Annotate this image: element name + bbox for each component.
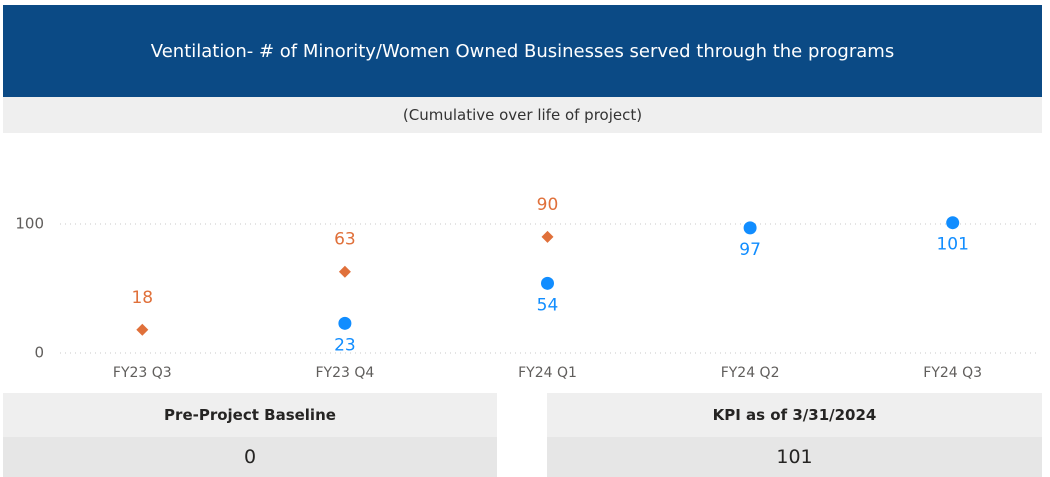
point — [136, 323, 149, 336]
x-tick-label: FY24 Q1 — [518, 365, 577, 381]
data-label: 97 — [739, 240, 761, 260]
card-value: 101 — [547, 437, 1042, 477]
card-label: KPI as of 3/31/2024 — [547, 393, 1042, 437]
card: Pre-Project Baseline 0 — [3, 393, 497, 477]
data-label: 18 — [131, 288, 153, 308]
x-tick-label: FY24 Q3 — [923, 365, 982, 381]
data-label: 54 — [537, 295, 559, 315]
y-tick-label: 0 — [34, 344, 44, 362]
data-label: 101 — [936, 235, 968, 255]
data-label: 90 — [537, 195, 559, 215]
point — [338, 265, 351, 278]
card-label: Pre-Project Baseline — [3, 393, 497, 437]
point — [541, 230, 554, 243]
point — [541, 276, 554, 290]
header: Ventilation- # of Minority/Women Owned B… — [3, 5, 1042, 97]
subtitle: (Cumulative over life of project) — [3, 97, 1042, 133]
x-tick-label: FY23 Q4 — [316, 365, 375, 381]
point — [338, 316, 352, 330]
card-value: 0 — [3, 437, 497, 477]
card: KPI as of 3/31/2024 101 — [547, 393, 1042, 477]
x-tick-label: FY24 Q2 — [721, 365, 780, 381]
data-label: 63 — [334, 230, 356, 250]
data-label: 23 — [334, 335, 356, 355]
y-tick-label: 100 — [15, 215, 44, 233]
x-tick-label: FY23 Q3 — [113, 365, 172, 381]
point — [946, 216, 960, 230]
chart: 0 100 FY23 Q3 FY23 Q4 FY24 Q1 FY24 Q2 FY24 Q3 1… — [15, 195, 1040, 381]
point — [743, 221, 757, 235]
